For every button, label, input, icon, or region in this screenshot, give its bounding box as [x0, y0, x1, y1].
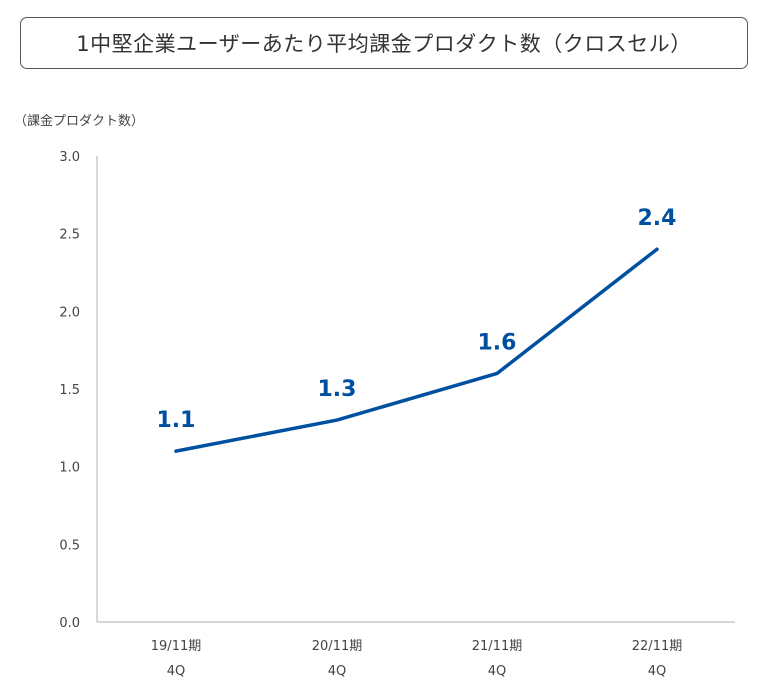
y-axis-label: （課金プロダクト数）	[14, 114, 145, 129]
series-line	[174, 247, 659, 453]
y-tick-label: 0.5	[59, 538, 80, 553]
data-label: 2.4	[638, 206, 677, 231]
x-tick-sublabel: 4Q	[488, 664, 507, 679]
x-tick-label: 22/11期	[632, 639, 682, 654]
data-labels: 1.1 1.3 1.6 2.4	[157, 206, 677, 433]
chart-axes	[96, 156, 735, 623]
x-tick-sublabel: 4Q	[648, 664, 667, 679]
y-tick-label: 3.0	[59, 150, 80, 165]
x-tick-sublabel: 4Q	[167, 664, 186, 679]
x-axis-ticks: 19/11期 4Q 20/11期 4Q 21/11期 4Q 22/11期 4Q	[151, 639, 682, 679]
x-tick-label: 19/11期	[151, 639, 201, 654]
x-tick-sublabel: 4Q	[328, 664, 347, 679]
chart-title: 1中堅企業ユーザーあたり平均課金プロダクト数（クロスセル）	[20, 17, 748, 69]
x-tick-label: 20/11期	[312, 639, 362, 654]
chart-series	[174, 247, 659, 453]
y-tick-label: 2.5	[59, 228, 80, 243]
x-tick-label: 21/11期	[472, 639, 522, 654]
data-label: 1.1	[157, 408, 196, 433]
data-label: 1.3	[318, 377, 357, 402]
y-tick-label: 0.0	[59, 616, 80, 631]
y-tick-label: 1.5	[59, 383, 80, 398]
y-tick-label: 2.0	[59, 305, 80, 320]
y-axis-ticks: 0.0 0.5 1.0 1.5 2.0 2.5 3.0	[59, 150, 80, 631]
data-label: 1.6	[478, 330, 517, 355]
y-tick-label: 1.0	[59, 461, 80, 476]
